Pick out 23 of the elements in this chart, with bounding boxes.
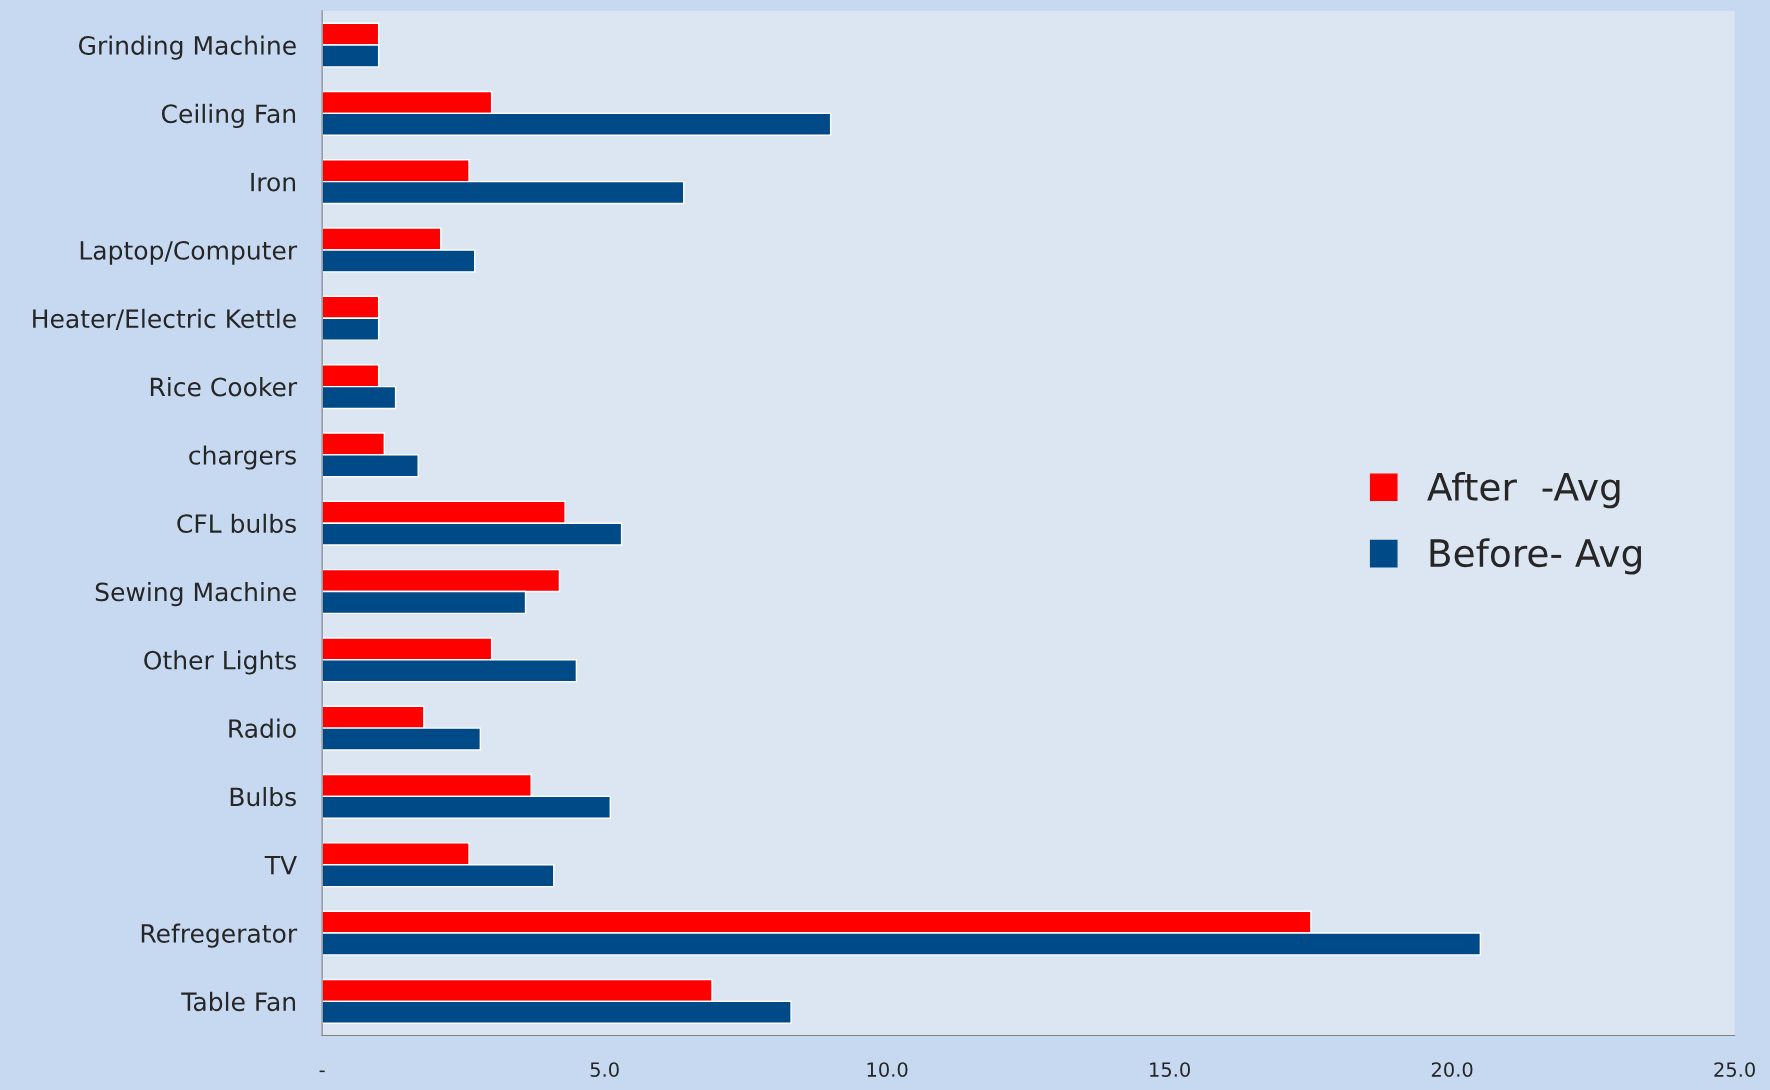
- x-tick-label: 25.0: [1714, 1062, 1755, 1077]
- y-tick-label: Sewing Machine: [95, 582, 296, 607]
- y-tick-label: chargers: [189, 445, 296, 470]
- legend-label: Before- Avg: [1430, 538, 1641, 575]
- y-tick-label: Bulbs: [230, 786, 296, 807]
- y-tick-label: Rice Cooker: [150, 377, 298, 397]
- y-tick-label: Grinding Machine: [78, 35, 296, 60]
- x-tick-label: 10.0: [867, 1062, 908, 1077]
- y-tick-label: Heater/Electric Kettle: [33, 308, 296, 331]
- x-tick-label: 15.0: [1150, 1062, 1190, 1077]
- y-tick-label: Table Fan: [181, 991, 296, 1012]
- y-tick-label: Iron: [251, 172, 296, 192]
- y-tick-label: Refregerator: [141, 923, 298, 948]
- y-tick-label: CFL bulbs: [177, 513, 296, 534]
- x-tick-label: 20.0: [1431, 1062, 1473, 1077]
- y-tick-label: Other Lights: [144, 650, 296, 675]
- y-tick-label: Laptop/Computer: [80, 240, 298, 265]
- legend-label: After -Avg: [1427, 471, 1620, 509]
- x-tick-label: 5.0: [590, 1062, 619, 1077]
- y-tick-label: Radio: [229, 718, 296, 738]
- x-tick-label: -: [319, 1070, 325, 1073]
- y-tick-label: TV: [264, 856, 297, 875]
- y-tick-label: Ceiling Fan: [161, 103, 296, 129]
